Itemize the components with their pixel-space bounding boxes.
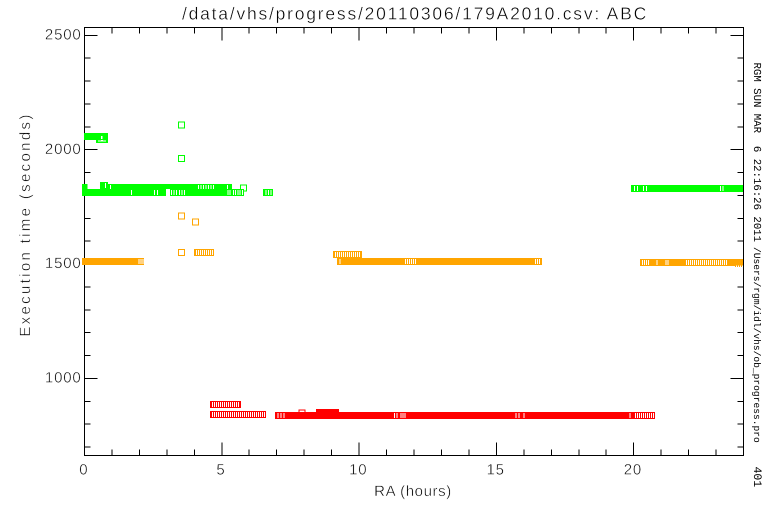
svg-text:RGM SUN MAR 6 22:16:26 2011: RGM SUN MAR 6 22:16:26 2011: [750, 63, 762, 243]
svg-text:1500: 1500: [45, 255, 82, 272]
svg-text:401: 401: [750, 467, 763, 488]
svg-text:1000: 1000: [45, 370, 82, 387]
svg-text:10: 10: [349, 462, 367, 479]
svg-text:2000: 2000: [45, 141, 82, 158]
svg-text:15: 15: [486, 462, 504, 479]
svg-text:0: 0: [79, 462, 88, 479]
svg-text:/Users/rgm/idl/vhs/ob_progress: /Users/rgm/idl/vhs/ob_progress.pro: [751, 247, 762, 443]
svg-text:Execution time (seconds): Execution time (seconds): [17, 112, 34, 336]
svg-text:5: 5: [216, 462, 225, 479]
svg-text:20: 20: [624, 462, 642, 479]
svg-text:2500: 2500: [45, 27, 82, 44]
svg-text:/data/vhs/progress/20110306/17: /data/vhs/progress/20110306/179A2010.csv…: [182, 4, 648, 24]
svg-text:RA (hours): RA (hours): [374, 483, 452, 500]
